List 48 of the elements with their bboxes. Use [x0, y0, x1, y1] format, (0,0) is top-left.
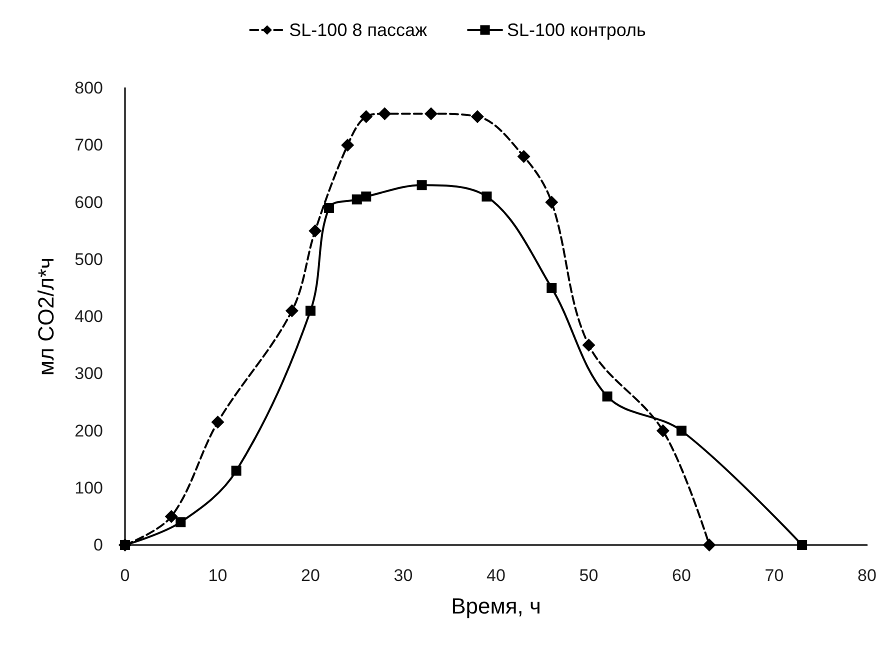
- point: [211, 416, 224, 429]
- point: [582, 338, 596, 352]
- legend-label: SL-100 контроль: [507, 20, 646, 40]
- point: [285, 304, 298, 318]
- point: [545, 196, 558, 209]
- point: [176, 517, 186, 528]
- y-tick-label: 500: [74, 250, 103, 269]
- point: [797, 540, 808, 550]
- point: [306, 306, 316, 316]
- point: [231, 466, 242, 476]
- point: [308, 224, 322, 238]
- point: [324, 202, 334, 213]
- y-tick-label: 200: [74, 421, 103, 440]
- x-axis-title: Время, ч: [451, 594, 541, 618]
- point: [702, 538, 716, 552]
- x-tick-label: 30: [394, 566, 413, 585]
- y-tick-label: 100: [74, 478, 103, 498]
- point: [482, 192, 492, 202]
- x-tick-label: 60: [672, 566, 691, 585]
- x-tick-label: 10: [208, 566, 228, 585]
- y-tick-label: 600: [74, 192, 103, 212]
- point: [378, 107, 392, 120]
- y-tick-label: 300: [74, 364, 103, 384]
- point: [602, 391, 612, 402]
- point: [517, 150, 530, 164]
- point: [360, 110, 373, 124]
- y-tick-label: 400: [74, 307, 103, 326]
- x-tick-label: 40: [486, 566, 506, 585]
- y-tick-label: 800: [74, 78, 103, 98]
- x-tick-label: 80: [858, 566, 876, 585]
- point: [656, 424, 670, 438]
- y-tick-label: 700: [74, 136, 103, 155]
- point: [676, 426, 686, 436]
- y-tick-label: 0: [94, 536, 103, 554]
- point: [361, 192, 372, 202]
- x-tick-label: 70: [764, 566, 784, 585]
- x-tick-label: 20: [301, 566, 320, 585]
- y-axis-title: мл CO2/л*ч: [34, 257, 58, 376]
- x-tick-label: 50: [579, 566, 598, 585]
- point: [352, 194, 362, 204]
- point: [546, 282, 557, 293]
- x-tick-label: 0: [120, 566, 130, 585]
- point: [470, 110, 484, 124]
- point: [341, 138, 354, 152]
- legend-label: SL-100 8 пассаж: [289, 20, 428, 40]
- point: [416, 180, 427, 190]
- point: [164, 510, 178, 523]
- point: [424, 107, 438, 120]
